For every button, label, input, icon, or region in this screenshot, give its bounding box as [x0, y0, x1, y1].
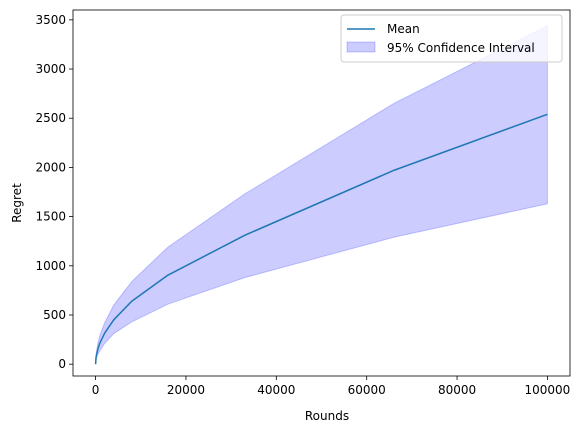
y-tick-label: 0 [58, 357, 66, 371]
x-tick-label: 0 [92, 383, 100, 397]
axes [72, 9, 571, 377]
x-axis-ticks: 0 20000 40000 60000 80000 100000 [92, 376, 571, 397]
legend-ci-label: 95% Confidence Interval [387, 41, 535, 55]
plot-frame [72, 9, 571, 377]
y-tick-label: 3500 [35, 13, 66, 27]
y-tick-label: 2500 [35, 111, 66, 125]
y-axis-ticks: 0 500 1000 1500 2000 2500 3000 3500 [35, 13, 73, 371]
legend: Mean 95% Confidence Interval [340, 14, 563, 63]
legend-box [340, 14, 563, 63]
y-axis-label: Regret [10, 183, 24, 223]
legend-ci-swatch [346, 41, 376, 53]
y-tick-label: 500 [43, 308, 66, 322]
y-tick-label: 1500 [35, 210, 66, 224]
confidence-interval-band [95, 24, 548, 365]
x-axis-label: Rounds [305, 409, 349, 423]
mean-line [94, 113, 548, 365]
mean-line-layer [94, 113, 548, 365]
x-tick-label: 40000 [257, 383, 295, 397]
confidence-band-layer [95, 24, 548, 365]
y-tick-label: 2000 [35, 160, 66, 174]
x-tick-label: 20000 [167, 383, 205, 397]
legend-mean-label: Mean [387, 22, 420, 36]
y-tick-label: 3000 [35, 62, 66, 76]
y-tick-label: 1000 [35, 259, 66, 273]
x-tick-label: 60000 [348, 383, 386, 397]
x-tick-label: 80000 [438, 383, 476, 397]
x-tick-label: 100000 [525, 383, 571, 397]
